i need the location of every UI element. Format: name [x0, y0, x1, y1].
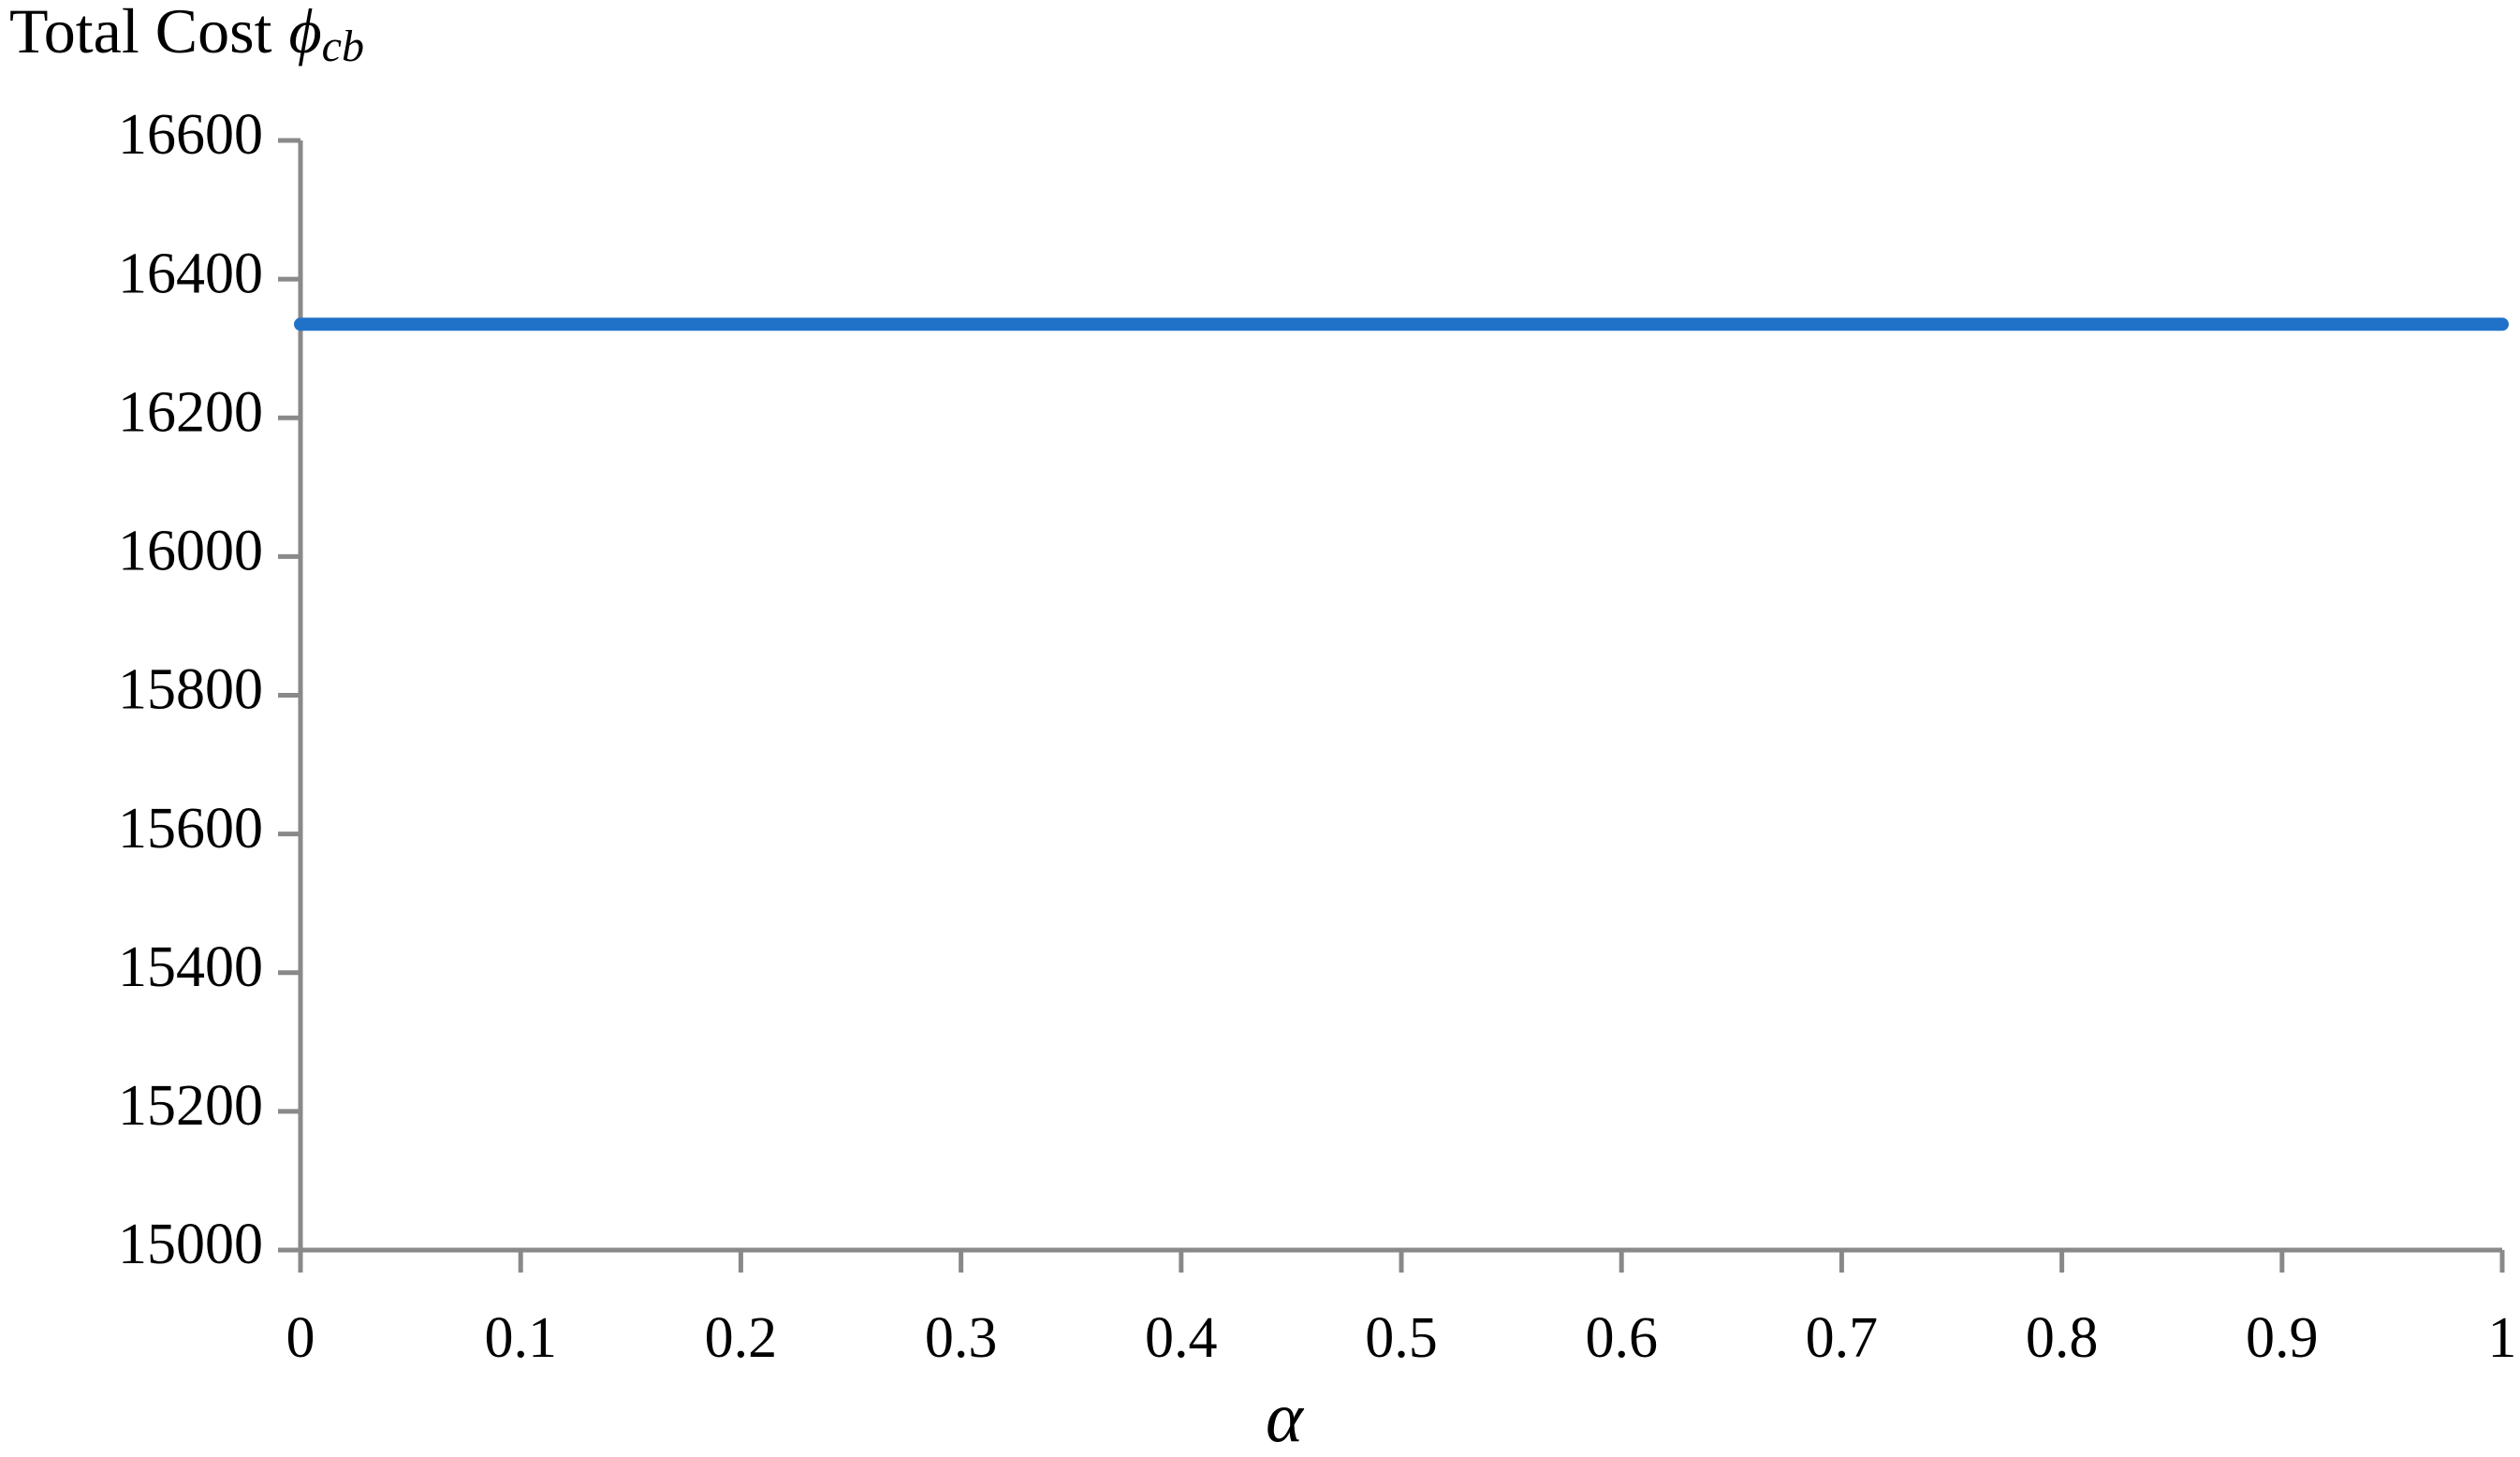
y-tick-label: 16400 — [118, 242, 263, 305]
x-tick-label: 0 — [286, 1306, 315, 1370]
y-tick-label: 15400 — [118, 935, 263, 999]
x-tick-label: 0.4 — [1145, 1306, 1218, 1370]
x-tick-label: 0.7 — [1806, 1306, 1879, 1370]
y-tick-label: 16000 — [118, 520, 263, 583]
y-tick-label: 15800 — [118, 658, 263, 722]
y-tick-label: 15200 — [118, 1074, 263, 1138]
x-tick-label: 0.6 — [1585, 1306, 1658, 1370]
y-axis-title-subscript: cb — [322, 22, 364, 71]
y-tick-label: 16600 — [118, 103, 263, 167]
y-tick-label: 15600 — [118, 797, 263, 861]
x-tick-label: 1 — [2488, 1306, 2517, 1370]
x-tick-label: 0.8 — [2026, 1306, 2099, 1370]
x-tick-label: 0.1 — [484, 1306, 557, 1370]
x-tick-label: 0.2 — [705, 1306, 778, 1370]
x-tick-label: 0.9 — [2246, 1306, 2319, 1370]
y-axis-title: Total Cost ϕcb — [9, 0, 364, 71]
y-tick-label: 15000 — [118, 1213, 263, 1276]
x-axis-title: α — [1266, 1378, 1305, 1457]
y-axis-title-symbol: ϕ — [288, 0, 321, 66]
x-tick-label: 0.5 — [1365, 1306, 1438, 1370]
y-axis-title-text: Total Cost — [9, 0, 272, 66]
x-tick-label: 0.3 — [925, 1306, 998, 1370]
y-tick-label: 16200 — [118, 380, 263, 444]
